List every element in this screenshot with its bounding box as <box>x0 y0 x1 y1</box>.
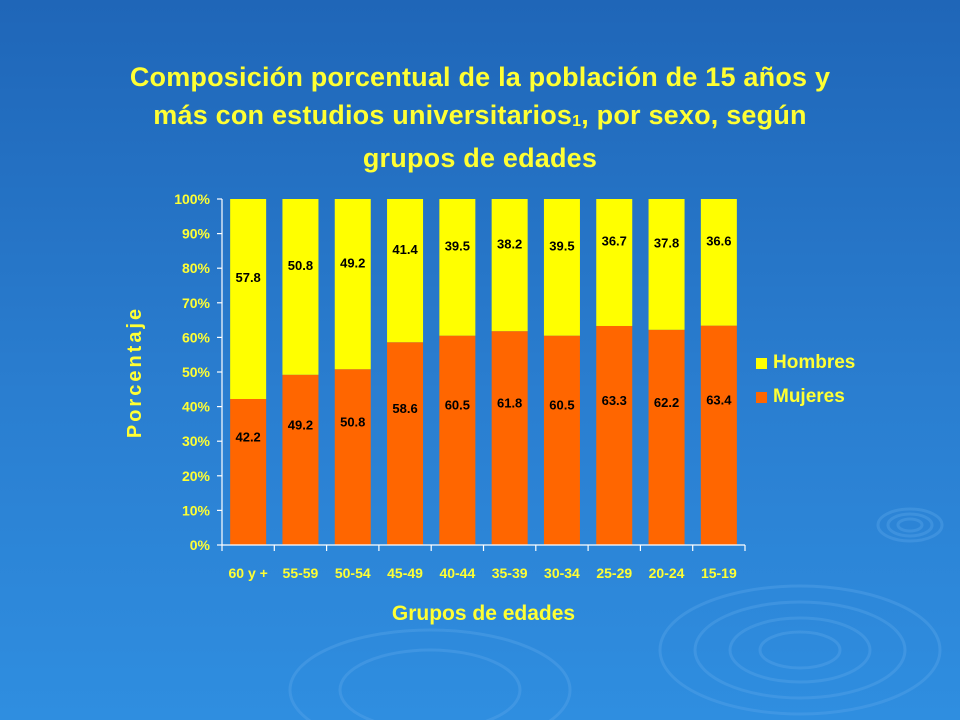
y-tick-label: 60% <box>182 329 211 345</box>
bar-mujeres <box>543 335 580 545</box>
y-tick-label: 0% <box>190 537 211 553</box>
bar-hombres <box>439 199 476 336</box>
bar-hombres <box>230 199 267 399</box>
x-tick-label: 25-29 <box>596 565 632 581</box>
bar-hombres <box>334 199 371 370</box>
bar-hombres <box>491 199 528 332</box>
legend-item-hombres: Hombres <box>756 346 855 380</box>
bar-mujeres <box>230 398 267 545</box>
y-axis-title: Porcentaje <box>124 306 146 438</box>
bar-hombres <box>596 199 633 326</box>
data-label-hombres: 36.7 <box>602 234 627 249</box>
x-tick-label: 35-39 <box>492 565 528 581</box>
data-label-hombres: 57.8 <box>235 270 260 285</box>
x-tick-label: 30-34 <box>544 565 580 581</box>
bar-mujeres <box>491 331 528 545</box>
legend-label-hombres: Hombres <box>773 352 856 373</box>
bar-mujeres <box>700 325 737 545</box>
title-line-1: Composición porcentual de la población d… <box>129 62 831 92</box>
chart-title: Composición porcentual de la población d… <box>120 58 840 177</box>
bar-mujeres <box>648 329 685 545</box>
legend-swatch-mujeres <box>756 391 767 403</box>
bar-hombres <box>543 199 580 336</box>
x-tick-label: 15-19 <box>701 565 737 581</box>
bar-hombres <box>282 199 319 375</box>
data-label-mujeres: 50.8 <box>340 415 365 430</box>
title-line-3: grupos de edades <box>362 143 598 173</box>
data-label-hombres: 50.8 <box>288 258 313 273</box>
x-tick-label: 60 y + <box>228 565 267 581</box>
legend-label-mujeres: Mujeres <box>773 386 845 407</box>
data-label-mujeres: 58.6 <box>392 401 417 416</box>
data-label-hombres: 41.4 <box>392 242 418 257</box>
bar-mujeres <box>387 342 424 545</box>
legend-swatch-hombres <box>756 357 767 369</box>
data-label-hombres: 36.6 <box>706 234 731 249</box>
y-tick-label: 10% <box>182 502 211 518</box>
bar-hombres <box>648 199 685 330</box>
title-line-2b: , por sexo, según <box>581 100 807 130</box>
y-tick-label: 30% <box>182 433 211 449</box>
legend: Hombres Mujeres <box>756 346 855 414</box>
x-tick-label: 55-59 <box>283 565 319 581</box>
data-label-mujeres: 42.2 <box>235 429 260 444</box>
x-tick-label: 20-24 <box>649 565 685 581</box>
data-label-mujeres: 60.5 <box>445 398 470 413</box>
bar-mujeres <box>439 335 476 545</box>
x-tick-label: 50-54 <box>335 565 371 581</box>
data-label-mujeres: 60.5 <box>549 398 574 413</box>
title-line-2: más con estudios universitarios1, por se… <box>120 96 840 139</box>
data-label-hombres: 39.5 <box>549 239 574 254</box>
y-tick-label: 70% <box>182 295 211 311</box>
bar-mujeres <box>334 369 371 545</box>
data-label-hombres: 37.8 <box>654 236 679 251</box>
legend-item-mujeres: Mujeres <box>756 380 855 414</box>
data-label-mujeres: 63.3 <box>602 393 627 408</box>
data-label-mujeres: 61.8 <box>497 395 522 410</box>
title-line-2a: más con estudios universitarios <box>153 100 573 130</box>
title-footnote-mark: 1 <box>572 113 582 130</box>
data-label-mujeres: 49.2 <box>288 417 313 432</box>
x-axis-title: Grupos de edades <box>392 602 575 625</box>
y-tick-label: 80% <box>182 260 211 276</box>
data-label-hombres: 38.2 <box>497 236 522 251</box>
bar-mujeres <box>282 374 319 545</box>
y-tick-label: 20% <box>182 468 211 484</box>
y-tick-label: 100% <box>174 191 210 207</box>
y-tick-label: 90% <box>182 226 211 242</box>
y-tick-label: 50% <box>182 364 211 380</box>
bar-hombres <box>387 199 424 343</box>
data-label-mujeres: 63.4 <box>706 393 732 408</box>
data-label-hombres: 49.2 <box>340 255 365 270</box>
data-label-mujeres: 62.2 <box>654 395 679 410</box>
bar-hombres <box>700 199 737 326</box>
y-tick-label: 40% <box>182 399 211 415</box>
data-label-hombres: 39.5 <box>445 239 470 254</box>
bar-mujeres <box>596 325 633 545</box>
x-tick-label: 40-44 <box>439 565 475 581</box>
x-tick-label: 45-49 <box>387 565 423 581</box>
